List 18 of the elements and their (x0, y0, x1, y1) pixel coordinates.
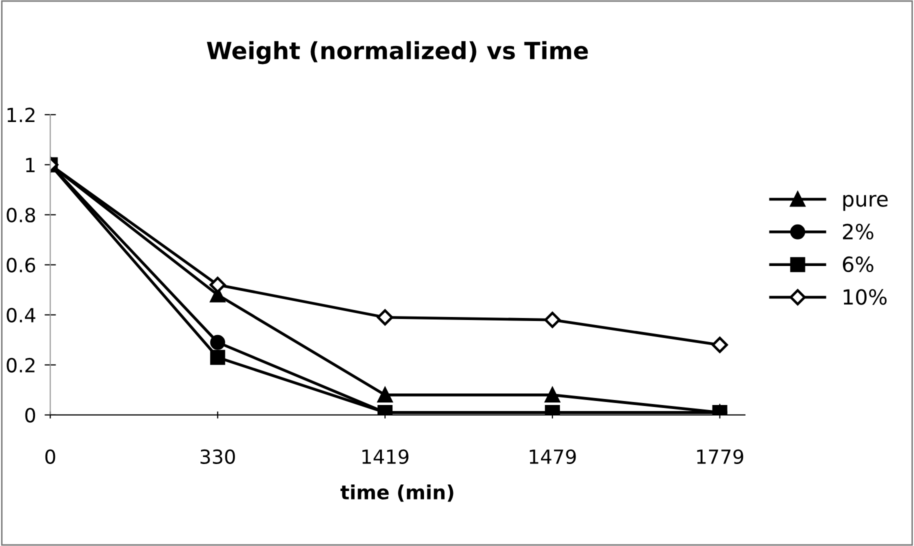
y-tick-label: 1 (26, 158, 35, 172)
legend-label: 10% (844, 289, 887, 305)
chart-title: Weight (normalized) vs Time (206, 41, 588, 64)
x-tick-label: 1479 (530, 449, 576, 464)
legend-label: 2% (842, 224, 874, 240)
y-tick-label: 0.4 (6, 308, 36, 323)
y-tick-label: 0.8 (6, 208, 36, 222)
x-tick-label: 0 (45, 449, 56, 464)
legend-label: pure (843, 194, 888, 211)
x-axis-title: time (min) (340, 484, 454, 502)
y-tick-label: 0.6 (6, 258, 36, 272)
y-tick-label: 1.2 (8, 108, 34, 122)
x-tick-label: 1419 (362, 449, 408, 464)
y-tick-label: 0.2 (6, 358, 34, 373)
legend-label: 6% (842, 256, 874, 272)
x-tick-label: 330 (200, 449, 235, 464)
y-tick-label: 0 (25, 408, 36, 423)
x-tick-label: 1779 (697, 449, 744, 464)
